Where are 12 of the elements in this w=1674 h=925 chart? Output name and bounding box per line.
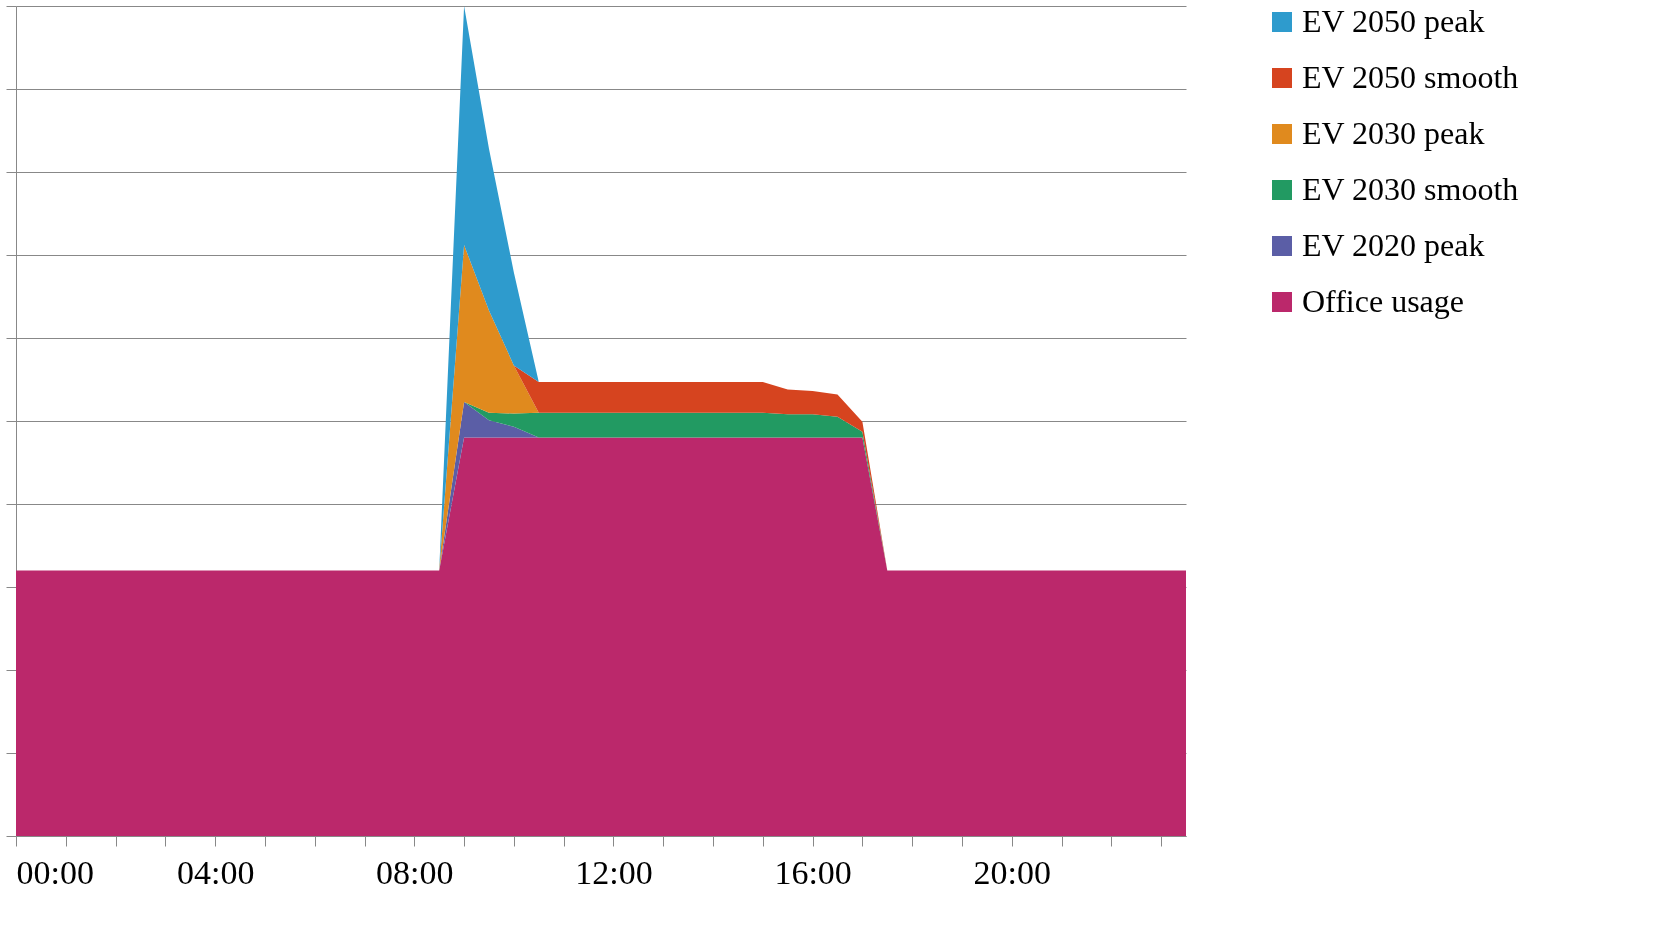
legend-label: EV 2050 smooth — [1302, 59, 1519, 95]
x-tick-label: 00:00 — [16, 853, 94, 891]
legend-label: EV 2030 smooth — [1302, 171, 1519, 207]
x-tick-label: 12:00 — [575, 853, 653, 891]
legend-label: EV 2050 peak — [1302, 3, 1485, 39]
x-tick-label: 16:00 — [774, 853, 852, 891]
x-tick-label: 08:00 — [376, 853, 454, 891]
x-tick-label: 04:00 — [176, 853, 255, 891]
x-tick-label: 20:00 — [973, 853, 1051, 891]
legend-label: EV 2030 peak — [1302, 115, 1485, 151]
legend-label: EV 2020 peak — [1302, 227, 1485, 263]
legend-label: Office usage — [1302, 283, 1464, 319]
